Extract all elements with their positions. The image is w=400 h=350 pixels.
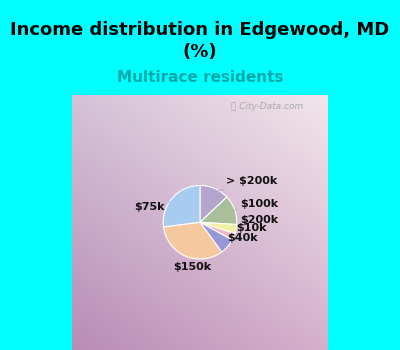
Text: $40k: $40k: [224, 233, 258, 244]
Text: $100k: $100k: [230, 199, 278, 211]
Wedge shape: [163, 186, 200, 227]
Text: > $200k: > $200k: [213, 176, 277, 193]
Text: $200k: $200k: [232, 215, 278, 228]
Wedge shape: [200, 222, 232, 252]
Wedge shape: [200, 222, 237, 233]
Text: Multirace residents: Multirace residents: [117, 70, 283, 85]
Text: Income distribution in Edgewood, MD
(%): Income distribution in Edgewood, MD (%): [10, 21, 390, 61]
Text: $10k: $10k: [230, 223, 266, 235]
Wedge shape: [200, 197, 237, 225]
Text: ⓘ City-Data.com: ⓘ City-Data.com: [231, 102, 303, 111]
Text: $150k: $150k: [173, 252, 211, 272]
Text: $75k: $75k: [134, 201, 176, 212]
Wedge shape: [164, 222, 222, 259]
Wedge shape: [200, 222, 235, 240]
Wedge shape: [200, 186, 227, 222]
